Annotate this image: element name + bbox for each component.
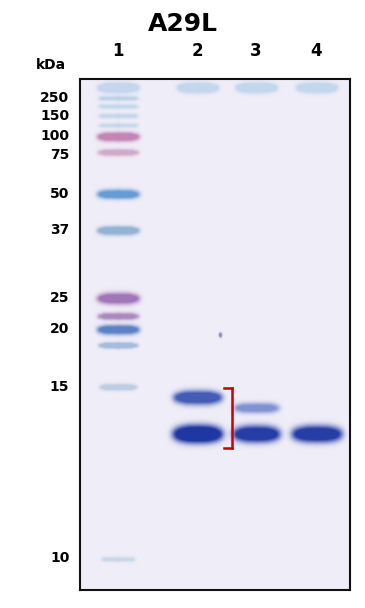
Text: 150: 150 <box>40 108 69 123</box>
Text: 2: 2 <box>192 43 203 60</box>
Text: 10: 10 <box>50 551 69 565</box>
Text: 3: 3 <box>250 43 262 60</box>
Text: 100: 100 <box>41 130 69 143</box>
Text: 25: 25 <box>50 291 69 305</box>
Text: 4: 4 <box>310 43 322 60</box>
Text: 15: 15 <box>50 379 69 393</box>
Text: 37: 37 <box>50 223 69 237</box>
Text: 20: 20 <box>50 322 69 336</box>
Text: 1: 1 <box>112 43 124 60</box>
Text: A29L: A29L <box>147 13 218 36</box>
Text: 250: 250 <box>40 91 69 105</box>
Text: 50: 50 <box>50 187 69 201</box>
Text: 75: 75 <box>50 148 69 162</box>
Text: kDa: kDa <box>35 58 66 72</box>
